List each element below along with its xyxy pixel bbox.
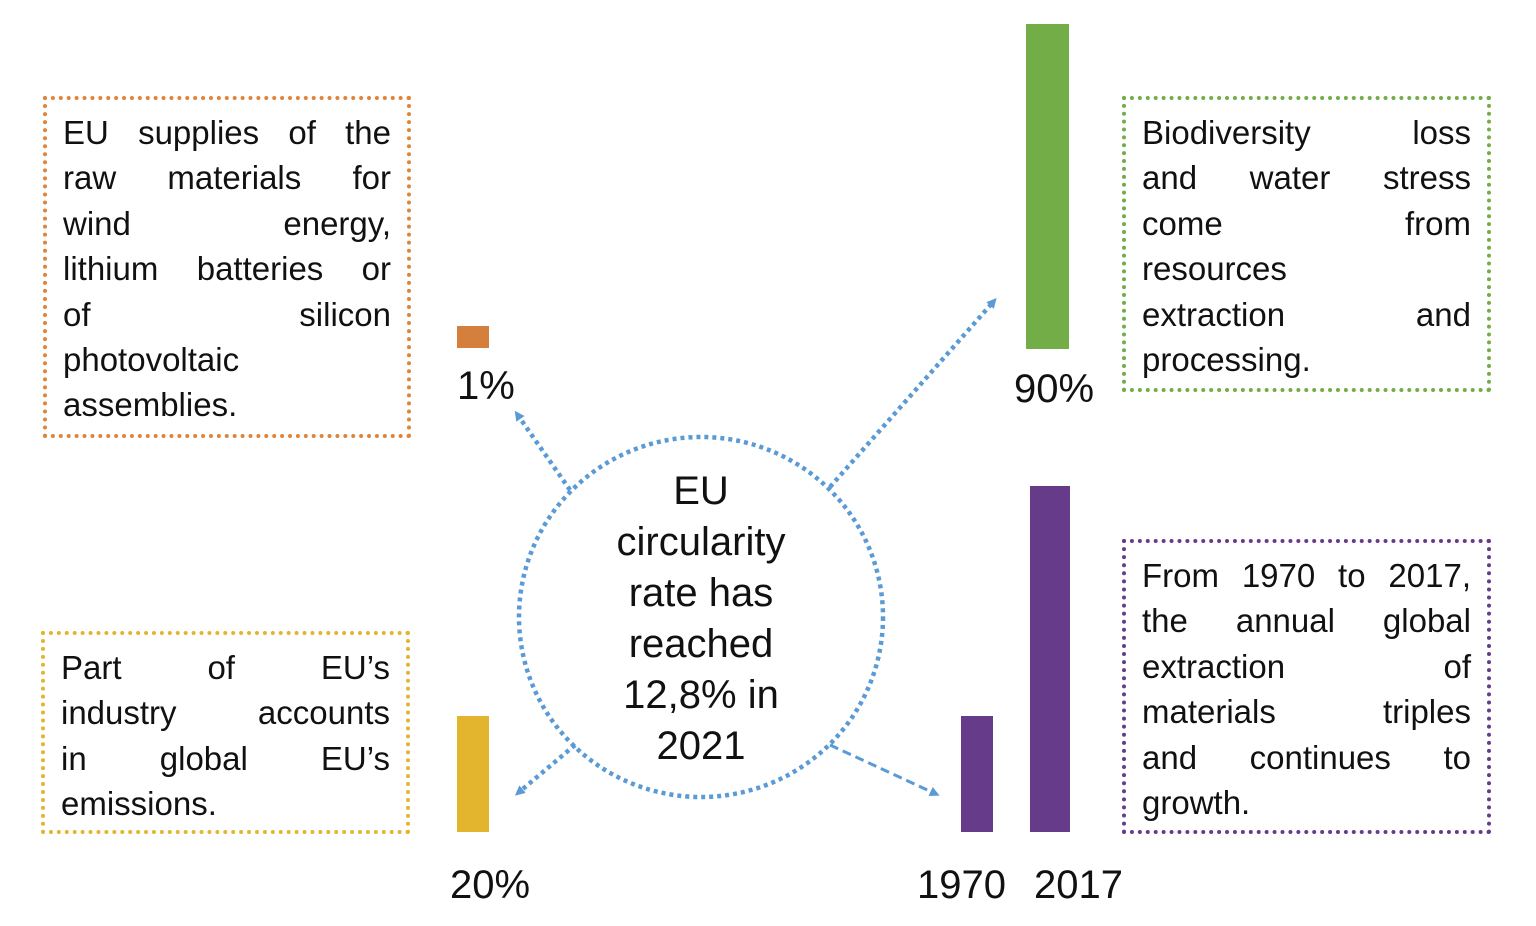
box-line: extraction of [1142,647,1471,685]
box-line: wind energy, [63,204,391,242]
extraction-box: From 1970 to 2017, the annual global ext… [1122,539,1491,834]
center-statement: EU circularity rate has reached 12,8% in… [560,466,842,772]
center-circle [516,434,886,800]
box-line: of silicon [63,295,391,333]
biodiversity-box: Biodiversity loss and water stress come … [1122,96,1491,392]
center-line: rate has [628,571,774,615]
label-biodiversity: 90% [1014,367,1095,411]
bar-extraction-2017 [1030,486,1070,832]
bar-raw-materials [457,326,489,348]
box-line: the annual global [1142,602,1471,640]
box-line: photovoltaic [63,341,240,379]
label-emissions: 20% [450,863,531,907]
label-1970: 1970 [917,863,1006,907]
box-line: raw materials for [63,159,391,197]
box-line: emissions. [61,785,217,823]
bar-emissions [457,716,489,832]
box-line: From 1970 to 2017, [1142,557,1471,594]
center-line: 2021 [656,724,746,768]
box-line: extraction and [1142,295,1471,333]
bar-biodiversity [1026,24,1069,349]
box-line: assemblies. [63,386,238,424]
bar-extraction-1970 [961,716,993,832]
box-line: EU supplies of the [63,114,391,151]
center-line: reached [628,622,774,666]
box-line: and water stress [1142,159,1471,197]
center-line: EU [673,469,729,513]
arrow-to-biodiversity [828,297,997,489]
center-line: 12,8% in [623,673,779,717]
label-raw-materials: 1% [457,364,515,408]
arrow-to-extraction [829,743,940,797]
box-line: industry accounts [61,694,390,732]
box-line: in global EU’s [61,739,390,777]
box-line: materials triples [1142,693,1471,731]
box-line: lithium batteries or [63,250,391,288]
raw-materials-box: EU supplies of the raw materials for win… [43,96,411,438]
label-2017: 2017 [1034,863,1123,907]
box-line: processing. [1142,341,1311,379]
box-line: resources [1142,250,1287,288]
box-line: come from [1142,204,1471,242]
emissions-box: Part of EU’s industry accounts in global… [41,631,410,834]
box-line: growth. [1142,784,1251,822]
box-line: Biodiversity loss [1142,114,1471,151]
center-line: circularity [616,520,786,564]
box-line: Part of EU’s [61,649,390,686]
box-line: and continues to [1142,738,1471,776]
